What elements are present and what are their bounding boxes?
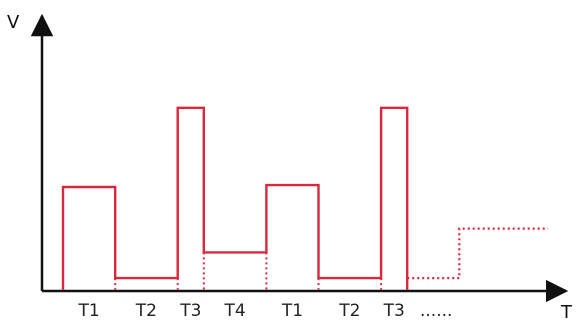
series-layer [61, 106, 548, 290]
continuation-ellipsis: ...... [420, 301, 452, 321]
x-tick-label: T2 [135, 301, 157, 321]
axes: V T [7, 12, 573, 323]
tick-labels: T1 T2 T3 T4 T1 T2 T3 [77, 301, 404, 321]
x-tick-label: T3 [383, 301, 405, 321]
x-tick-label: T4 [223, 301, 245, 321]
y-axis-label: V [7, 12, 20, 33]
signal-line [61, 106, 409, 290]
x-tick-label: T3 [179, 301, 201, 321]
x-tick-label: T1 [77, 301, 99, 321]
signal-continuation-line [407, 227, 548, 280]
x-axis-label: T [560, 302, 573, 323]
x-tick-label: T1 [281, 301, 303, 321]
x-tick-label: T2 [338, 301, 360, 321]
